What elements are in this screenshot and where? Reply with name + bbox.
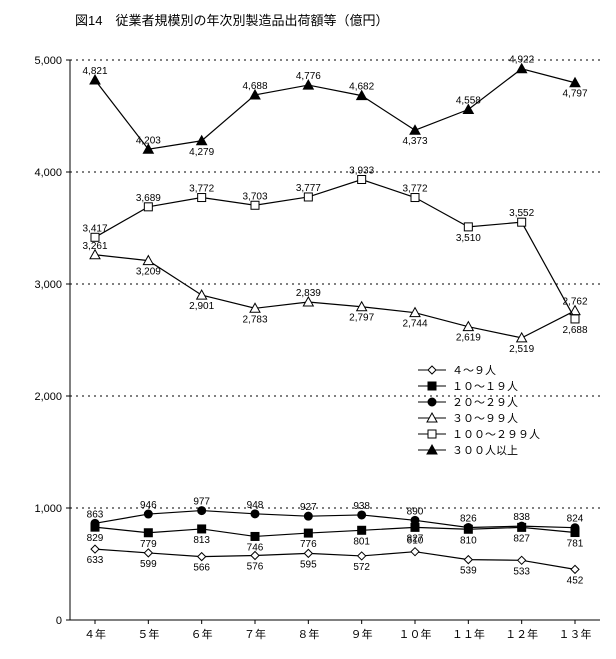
data-label: 4,821 bbox=[82, 66, 107, 77]
data-label: 824 bbox=[567, 514, 584, 525]
x-tick-label: ６年 bbox=[191, 627, 213, 641]
data-label: 3,772 bbox=[189, 184, 214, 195]
legend-label: ４～９人 bbox=[452, 364, 496, 377]
data-label: 3,772 bbox=[402, 184, 427, 195]
data-label: 2,619 bbox=[456, 333, 481, 344]
data-label: 3,933 bbox=[349, 166, 374, 177]
data-label: 3,417 bbox=[82, 223, 107, 234]
x-tick-label: １０年 bbox=[399, 627, 432, 641]
data-label: 2,744 bbox=[402, 319, 427, 330]
series-s3: 863 946 977 948 927 938 890 826 838 824 bbox=[87, 497, 584, 532]
data-label: 4,373 bbox=[402, 136, 427, 147]
data-label: 4,682 bbox=[349, 82, 374, 93]
y-tick-label: 3,000 bbox=[34, 279, 62, 291]
legend-label: ３００人以上 bbox=[452, 444, 518, 457]
data-label: 863 bbox=[87, 509, 104, 520]
data-label: 946 bbox=[140, 500, 157, 511]
x-tick-label: ４年 bbox=[84, 627, 106, 641]
legend: ４～９人 １０～１９人 ２０～２９人 ３０～９９人 １００～２９９人 ３００人以上 bbox=[418, 364, 540, 457]
data-label: 4,203 bbox=[136, 135, 161, 146]
data-label: 813 bbox=[193, 535, 210, 546]
data-label: 838 bbox=[513, 512, 530, 523]
data-label: 539 bbox=[460, 566, 477, 577]
y-tick-label: 0 bbox=[56, 615, 62, 627]
data-label: 4,688 bbox=[242, 81, 267, 92]
x-tick-label: ７年 bbox=[244, 627, 266, 641]
data-label: 566 bbox=[193, 563, 210, 574]
x-tick-label: １３年 bbox=[559, 627, 592, 641]
data-label: 801 bbox=[353, 536, 370, 547]
data-label: 4,922 bbox=[509, 55, 534, 66]
data-label: 827 bbox=[407, 533, 424, 544]
x-tick-label: ５年 bbox=[137, 627, 159, 641]
data-label: 3,689 bbox=[136, 193, 161, 204]
data-label: 572 bbox=[353, 562, 370, 573]
data-label: 4,558 bbox=[456, 96, 481, 107]
data-label: 827 bbox=[513, 533, 530, 544]
data-label: 977 bbox=[193, 497, 210, 508]
data-label: 452 bbox=[567, 575, 584, 586]
series-s2: 829 779 813 746 776 801 827 810 827 781 bbox=[87, 523, 584, 553]
data-label: 938 bbox=[353, 501, 370, 512]
data-label: 3,209 bbox=[136, 267, 161, 278]
chart-title: 図14 従業者規模別の年次別製造品出荷額等（億円） bbox=[75, 13, 388, 28]
data-label: 4,776 bbox=[296, 71, 321, 82]
series-s4: 3,261 3,209 2,901 2,783 2,839 2,797 2,744 2,619… bbox=[82, 241, 587, 355]
data-label: 4,797 bbox=[562, 89, 587, 100]
data-label: 599 bbox=[140, 559, 157, 570]
data-label: 3,703 bbox=[242, 191, 267, 202]
y-tick-label: 5,000 bbox=[34, 55, 62, 67]
series-s6: 4,821 4,203 4,279 4,688 4,776 4,682 4,373 4,558… bbox=[82, 55, 587, 158]
y-tick-label: 4,000 bbox=[34, 167, 62, 179]
line-chart: 図14 従業者規模別の年次別製造品出荷額等（億円） 0 1,000 2,000 3,00… bbox=[0, 0, 616, 659]
data-label: 2,519 bbox=[509, 344, 534, 355]
legend-label: １０～１９人 bbox=[452, 380, 518, 393]
data-label: 781 bbox=[567, 539, 584, 550]
data-label: 2,839 bbox=[296, 288, 321, 299]
data-label: 829 bbox=[87, 533, 104, 544]
data-label: 533 bbox=[513, 566, 530, 577]
y-tick-label: 1,000 bbox=[34, 503, 62, 515]
series-s5: 3,417 3,689 3,772 3,703 3,777 3,933 3,772 3,510… bbox=[82, 166, 587, 336]
data-label: 826 bbox=[460, 513, 477, 524]
data-label: 633 bbox=[87, 555, 104, 566]
data-label: 3,261 bbox=[82, 241, 107, 252]
data-label: 927 bbox=[300, 502, 317, 513]
data-label: 595 bbox=[300, 559, 317, 570]
data-label: 890 bbox=[407, 506, 424, 517]
x-tick-label: １２年 bbox=[505, 627, 538, 641]
data-label: 4,279 bbox=[189, 147, 214, 158]
data-label: 948 bbox=[247, 500, 264, 511]
legend-label: ３０～９９人 bbox=[452, 412, 518, 425]
data-label: 3,510 bbox=[456, 233, 481, 244]
legend-label: ２０～２９人 bbox=[452, 396, 518, 409]
y-tick-label: 2,000 bbox=[34, 391, 62, 403]
data-label: 779 bbox=[140, 539, 157, 550]
data-label: 576 bbox=[247, 561, 264, 572]
data-label: 2,901 bbox=[189, 301, 214, 312]
data-label: 2,688 bbox=[562, 325, 587, 336]
series-s1: 633599566576595572610539533452 bbox=[87, 536, 584, 587]
data-label: 3,552 bbox=[509, 208, 534, 219]
x-tick-label: １１年 bbox=[452, 627, 485, 641]
data-label: 2,797 bbox=[349, 313, 374, 324]
x-tick-label: ８年 bbox=[297, 627, 319, 641]
data-label: 746 bbox=[247, 542, 264, 553]
data-label: 776 bbox=[300, 539, 317, 550]
x-tick-label: ９年 bbox=[351, 627, 373, 641]
data-label: 810 bbox=[460, 535, 477, 546]
data-label: 3,777 bbox=[296, 183, 321, 194]
legend-label: １００～２９９人 bbox=[452, 428, 540, 441]
data-label: 2,783 bbox=[242, 314, 267, 325]
